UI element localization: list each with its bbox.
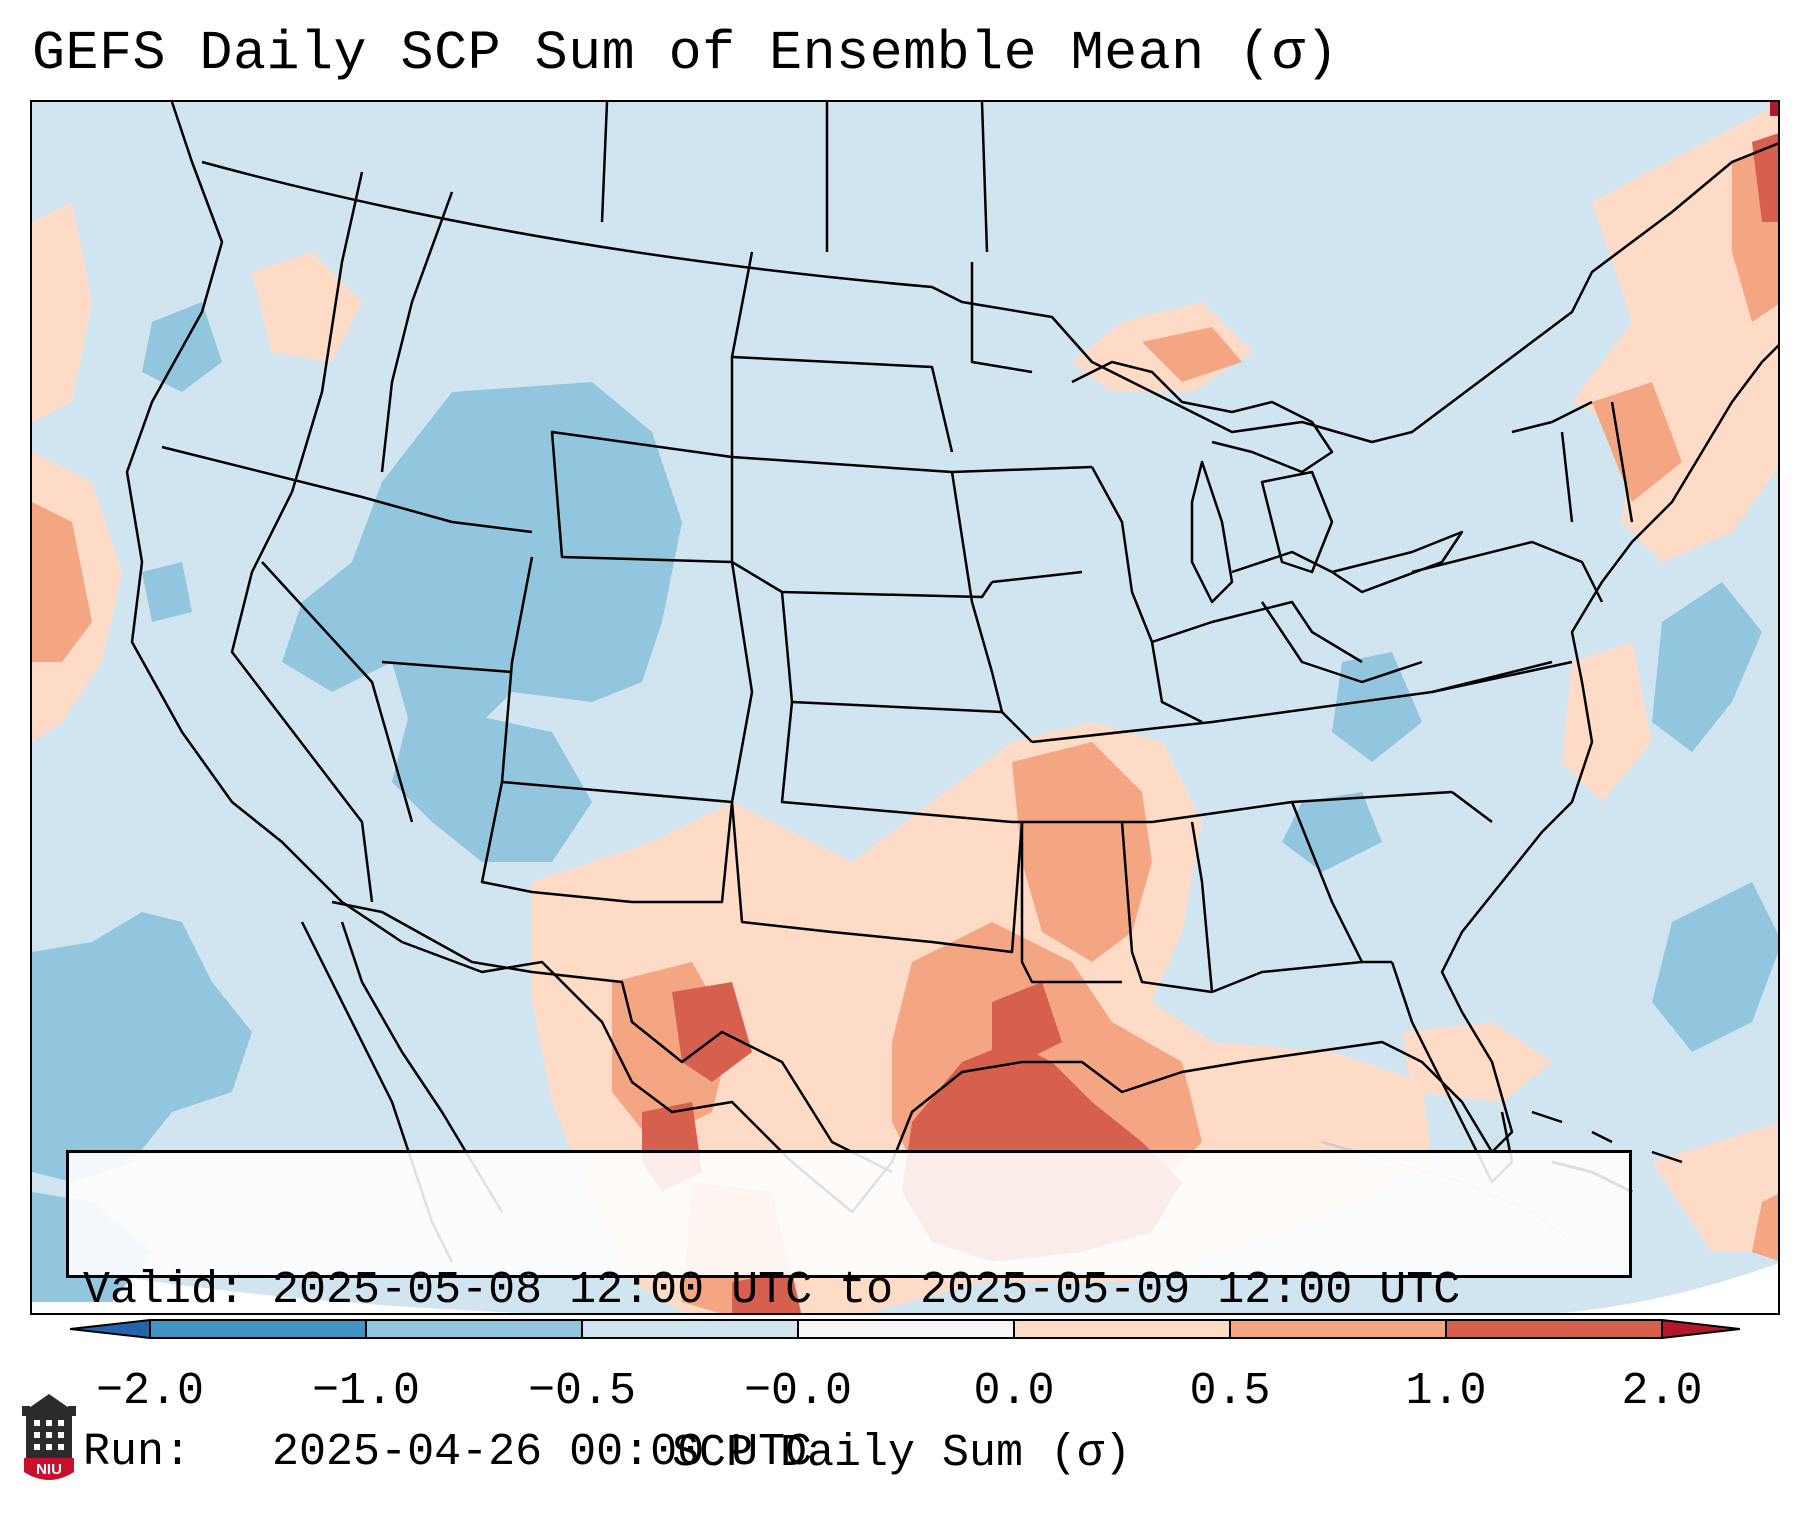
negative-anomaly-regions [32, 302, 1778, 1302]
colorbar-tick-label: −2.0 [95, 1366, 205, 1417]
colorbar-extend-high [1662, 1320, 1740, 1338]
colorbar-bin [1230, 1320, 1446, 1338]
run-label: Run: [83, 1427, 246, 1478]
geographic-boundaries [125, 102, 1778, 1263]
projection-edge-right [1562, 1263, 1778, 1313]
projection-edge-left [32, 1262, 524, 1313]
colorbar-tick-label: −0.5 [527, 1366, 637, 1417]
colorbar-bin [1446, 1320, 1662, 1338]
colorbar-bin [150, 1320, 366, 1338]
very-strong-positive-regions [1770, 102, 1778, 116]
valid-time-value: 2025-05-08 12:00 UTC to 2025-05-09 12:00… [272, 1265, 1461, 1316]
colorbar-tick-label: 2.0 [1621, 1366, 1703, 1417]
colorbar-bin [582, 1320, 798, 1338]
colorbar-bin [366, 1320, 582, 1338]
colorbar-bin [798, 1320, 1014, 1338]
colorbar-extend-low [70, 1320, 150, 1338]
colorbar-tick-label: 0.0 [973, 1366, 1055, 1417]
colorbar-tick-label: 1.0 [1405, 1366, 1487, 1417]
run-time-value: 2025-04-26 00:00 UTC [272, 1427, 813, 1478]
scp-map [32, 102, 1778, 1313]
logo-text: NIU [36, 1461, 62, 1478]
run-time-row: Run: 2025-04-26 00:00 UTC [83, 1426, 1615, 1480]
valid-label: Valid: [83, 1265, 246, 1316]
colorbar-tick-label: −1.0 [311, 1366, 421, 1417]
map-panel[interactable] [30, 100, 1780, 1315]
colorbar-tick-label: −0.0 [743, 1366, 853, 1417]
colorbar-bin [1014, 1320, 1230, 1338]
map-title: GEFS Daily SCP Sum of Ensemble Mean (σ) [32, 22, 1339, 85]
valid-time-row: Valid: 2025-05-08 12:00 UTC to 2025-05-0… [83, 1264, 1615, 1318]
colorbar-label: SCP Daily Sum (σ) [671, 1428, 1132, 1479]
colorbar [70, 1319, 1740, 1339]
colorbar-tick-label: 0.5 [1189, 1366, 1271, 1417]
niu-tower-logo-icon: NIU [22, 1394, 76, 1480]
valid-run-info-box: Valid: 2025-05-08 12:00 UTC to 2025-05-0… [66, 1150, 1632, 1478]
